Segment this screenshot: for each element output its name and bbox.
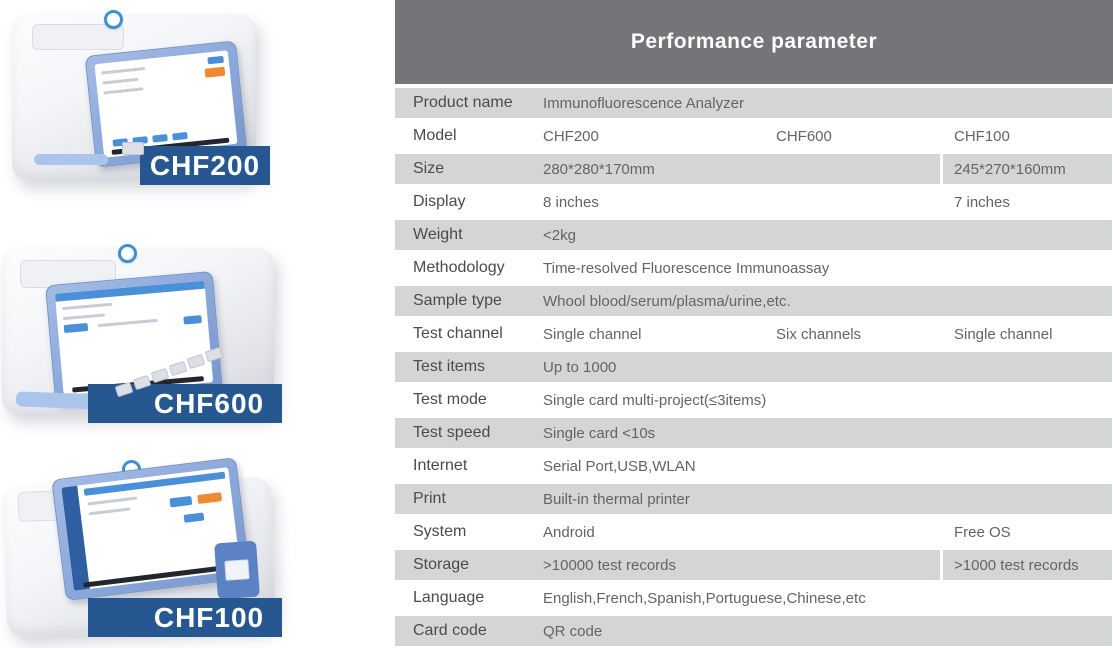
row-value: <2kg	[543, 226, 576, 244]
table-row-storage: Storage >10000 test records >1000 test re…	[395, 550, 1113, 580]
row-label: Methodology	[413, 259, 505, 276]
table-header: Performance parameter	[395, 0, 1113, 84]
printer-lid	[32, 24, 124, 50]
table-row-display: Display 8 inches 7 inches	[395, 187, 1113, 217]
card-holder	[122, 142, 144, 155]
row-label: Model	[413, 127, 457, 144]
table-row-internet: Internet Serial Port,USB,WLAN	[395, 451, 1113, 481]
table-title: Performance parameter	[630, 30, 878, 53]
table-row-size: Size 280*280*170mm 245*270*160mm	[395, 154, 1113, 184]
screen-content	[61, 467, 241, 591]
product-label-banner: CHF200	[140, 146, 270, 185]
row-value: CHF600	[776, 127, 832, 145]
product-label: CHF100	[153, 601, 265, 633]
table-row-sample-type: Sample type Whool blood/serum/plasma/urin…	[395, 286, 1113, 316]
table-row-product-name: Product name Immunofluorescence Analyzer	[395, 88, 1113, 118]
row-value: Single channel	[954, 325, 1053, 343]
product-label: CHF200	[149, 149, 261, 181]
row-label: Sample type	[413, 292, 502, 309]
row-value: QR code	[543, 622, 603, 640]
card-entry-slot	[34, 154, 108, 165]
row-value: Single card multi-project(≤3items)	[543, 391, 767, 409]
table-rows: Product name Immunofluorescence Analyzer …	[395, 88, 1113, 646]
row-label: Test mode	[413, 391, 487, 408]
row-value: >1000 test records	[954, 556, 1079, 574]
row-value: Whool blood/serum/plasma/urine,etc.	[543, 292, 791, 310]
card-entry-slot	[214, 540, 260, 600]
row-value: Single channel	[543, 325, 642, 343]
brand-logo-icon	[118, 244, 137, 263]
row-label: Language	[413, 589, 485, 606]
row-label: Test channel	[413, 325, 503, 342]
brand-logo-icon	[104, 10, 123, 29]
table-row-print: Print Built-in thermal printer	[395, 484, 1113, 514]
product-chf100: CHF100	[0, 430, 282, 646]
product-label-banner: CHF100	[88, 598, 282, 637]
row-label: System	[413, 523, 467, 540]
table-row-test-mode: Test mode Single card multi-project(≤3ite…	[395, 385, 1113, 415]
row-value: 245*270*160mm	[954, 160, 1066, 178]
table-row-card-code: Card code QR code	[395, 616, 1113, 646]
row-value: English,French,Spanish,Portuguese,Chines…	[543, 589, 866, 607]
row-value: Immunofluorescence Analyzer	[543, 94, 744, 112]
row-value: Android	[543, 523, 595, 541]
row-value: Time-resolved Fluorescence Immunoassay	[543, 259, 830, 277]
table-row-system: System Android Free OS	[395, 517, 1113, 547]
screen-content	[94, 50, 238, 158]
row-value: Built-in thermal printer	[543, 490, 690, 508]
table-row-weight: Weight <2kg	[395, 220, 1113, 250]
row-value: CHF200	[543, 127, 599, 145]
row-label: Card code	[413, 622, 487, 639]
row-value: Free OS	[954, 523, 1011, 541]
table-row-test-items: Test items Up to 1000	[395, 352, 1113, 382]
product-label: CHF600	[153, 387, 265, 419]
analyzer-image-chf200	[4, 2, 270, 186]
row-value: CHF100	[954, 127, 1010, 145]
row-label: Weight	[413, 226, 463, 243]
row-value: Serial Port,USB,WLAN	[543, 457, 696, 475]
row-value: Six channels	[776, 325, 862, 343]
row-value: Up to 1000	[543, 358, 617, 376]
row-value: 7 inches	[954, 193, 1010, 211]
row-label: Internet	[413, 457, 468, 474]
table-row-methodology: Methodology Time-resolved Fluorescence Im…	[395, 253, 1113, 283]
row-label: Test speed	[413, 424, 491, 441]
row-label: Test items	[413, 358, 486, 375]
table-row-test-channel: Test channel Single channel Six channels …	[395, 319, 1113, 349]
row-label: Storage	[413, 556, 470, 573]
product-chf200: CHF200	[4, 2, 270, 186]
table-row-test-speed: Test speed Single card <10s	[395, 418, 1113, 448]
row-label: Print	[413, 490, 446, 507]
test-card	[224, 559, 250, 581]
row-value: 280*280*170mm	[543, 160, 655, 178]
table-row-model: Model CHF200 CHF600 CHF100	[395, 121, 1113, 151]
row-value: Single card <10s	[543, 424, 656, 442]
row-value: 8 inches	[543, 193, 599, 211]
row-label: Product name	[413, 94, 513, 111]
performance-table: Performance parameter Product name Immuno…	[395, 0, 1113, 646]
row-label: Size	[413, 160, 445, 177]
row-value: >10000 test records	[543, 556, 677, 574]
table-row-language: Language English,French,Spanish,Portugues…	[395, 583, 1113, 613]
row-label: Display	[413, 193, 466, 210]
product-chf600: CHF600	[0, 216, 282, 428]
